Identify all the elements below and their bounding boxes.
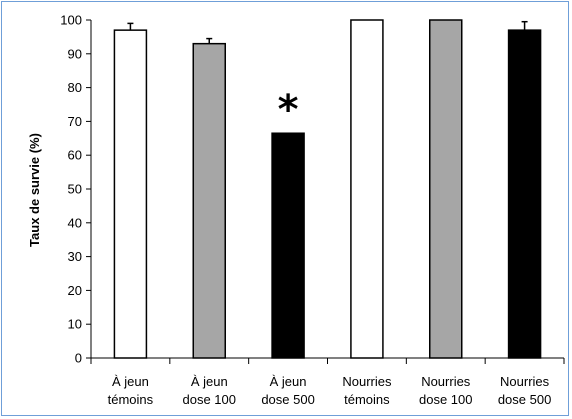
x-category-label: À jeun — [112, 374, 149, 389]
y-tick-label: 40 — [68, 215, 82, 230]
x-category-label: dose 500 — [498, 392, 552, 407]
y-tick-label: 20 — [68, 283, 82, 298]
bar — [192, 42, 226, 359]
y-tick-label: 60 — [68, 148, 82, 163]
bar — [507, 29, 542, 359]
y-tick-label: 70 — [68, 114, 82, 129]
bars: * — [113, 19, 542, 359]
bar — [113, 29, 148, 359]
y-axis: 0 10 20 30 40 50 60 70 80 90 100 — [60, 13, 92, 366]
x-category-label: Nourries — [421, 374, 471, 389]
x-category-label: dose 100 — [419, 392, 473, 407]
significance-asterisk: * — [278, 87, 299, 133]
y-tick-label: 90 — [68, 46, 82, 61]
x-category-label: Nourries — [342, 374, 392, 389]
x-category-label: dose 100 — [183, 392, 237, 407]
x-category-label: témoins — [108, 392, 154, 407]
y-tick-label: 10 — [68, 317, 82, 332]
x-axis: À jeun témoins À jeun dose 100 À jeun dose 50… — [90, 357, 565, 407]
y-tick-label: 80 — [68, 80, 82, 95]
x-category-label: dose 500 — [261, 392, 315, 407]
y-tick-label: 0 — [75, 351, 82, 366]
y-tick-label: 30 — [68, 249, 82, 264]
x-category-label: Nourries — [500, 374, 550, 389]
x-category-label: À jeun — [191, 374, 228, 389]
y-axis-label: Taux de survie (%) — [27, 133, 42, 247]
y-tick-label: 100 — [60, 13, 82, 28]
bar — [271, 132, 305, 359]
x-category-label: témoins — [344, 392, 390, 407]
y-tick-label: 50 — [68, 182, 82, 197]
bar — [350, 19, 384, 359]
x-category-label: À jeun — [270, 374, 307, 389]
bar — [429, 19, 463, 359]
